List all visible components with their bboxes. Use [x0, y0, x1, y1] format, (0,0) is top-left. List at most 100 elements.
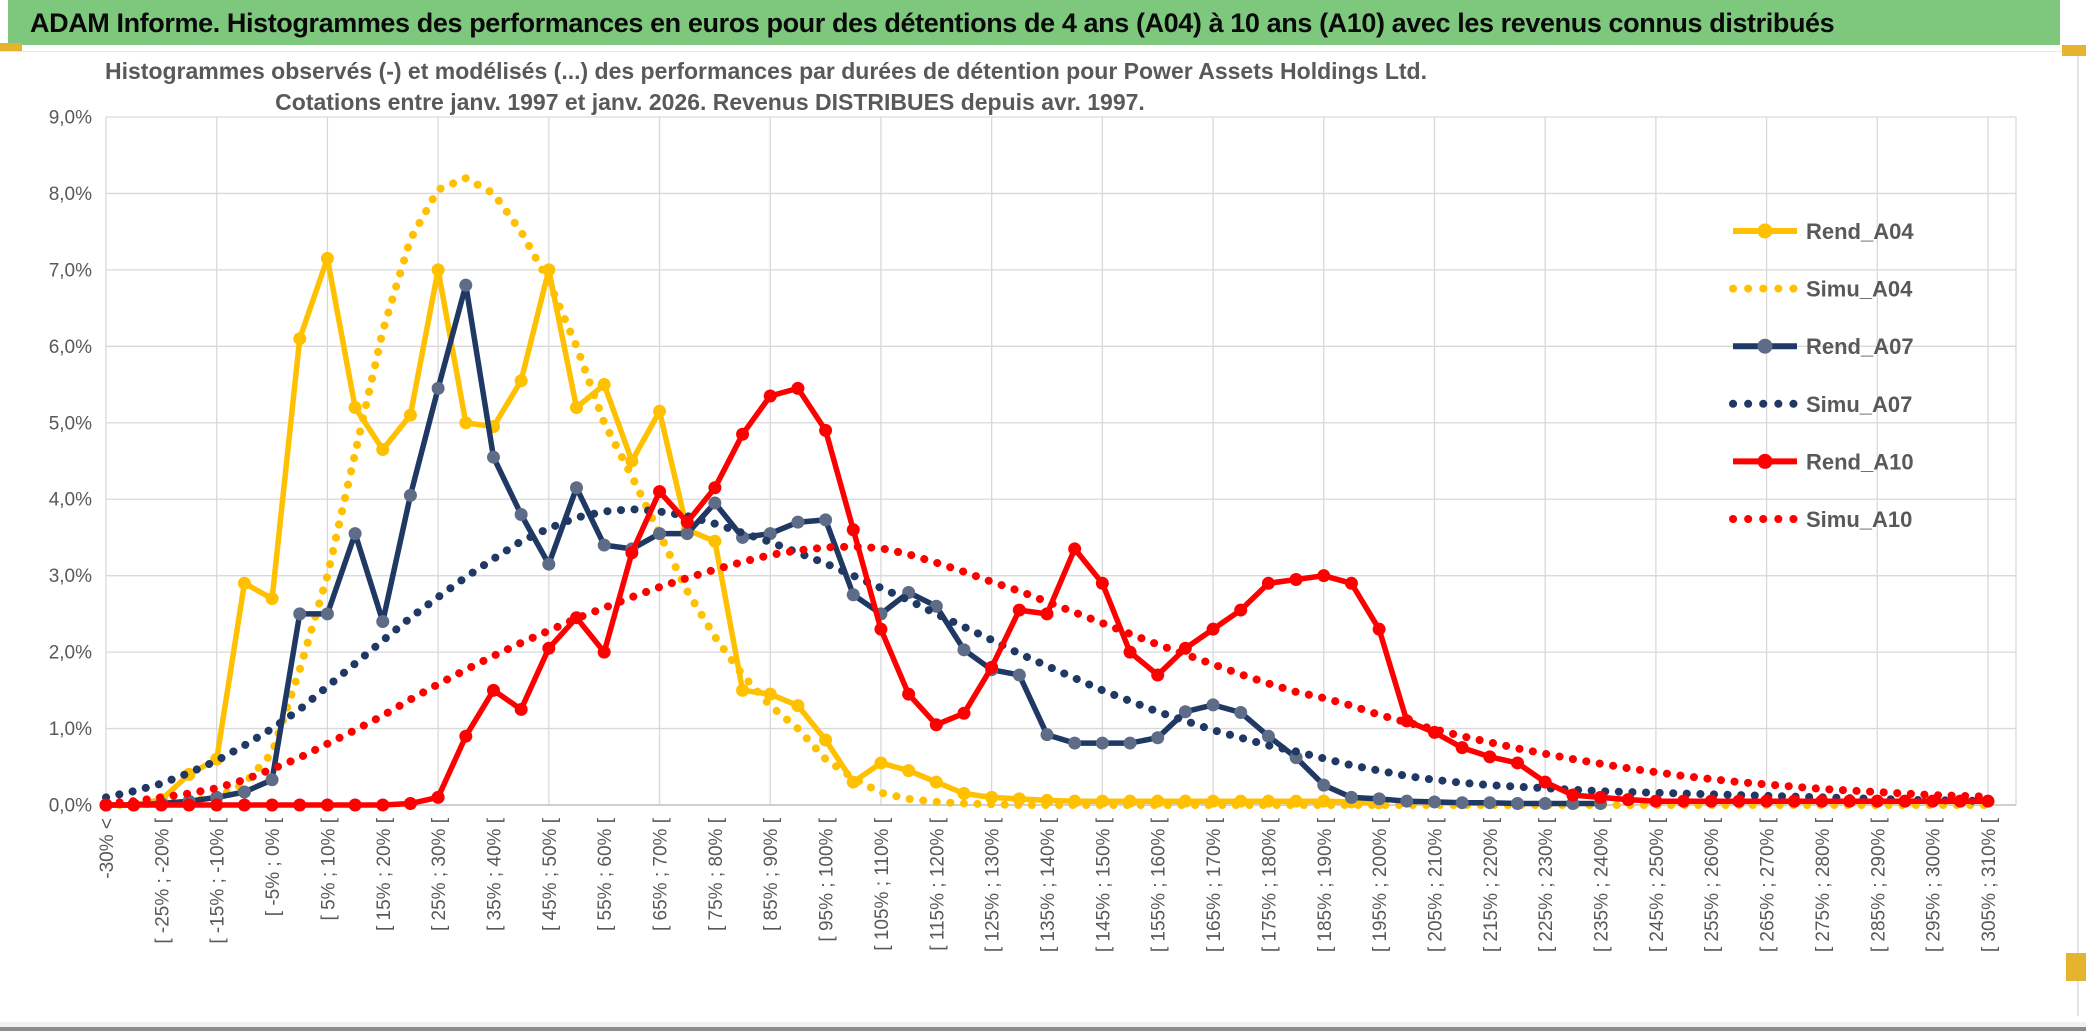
series-marker-Rend_A04: [265, 592, 279, 606]
series-marker-Rend_A07: [376, 615, 390, 629]
series-marker-Rend_A10: [348, 798, 362, 812]
series-marker-Rend_A07: [1372, 792, 1386, 806]
series-marker-Rend_A10: [1344, 576, 1358, 590]
series-marker-Rend_A10: [1704, 794, 1718, 808]
divider: [0, 51, 2086, 52]
x-tick-label: [ 175% ; 180% [: [1259, 817, 1280, 952]
series-marker-Rend_A07: [1427, 795, 1441, 809]
y-tick-label: 1,0%: [49, 719, 92, 740]
series-marker-Rend_A10: [1815, 794, 1829, 808]
series-marker-Rend_A07: [1538, 796, 1552, 810]
series-marker-Rend_A07: [1123, 736, 1137, 750]
series-marker-Rend_A10: [376, 798, 390, 812]
y-tick-label: 9,0%: [49, 108, 92, 129]
series-marker-Rend_A10: [1012, 603, 1026, 617]
series-marker-Rend_A10: [1566, 788, 1580, 802]
legend-item-Rend_A07: Rend_A07: [1733, 334, 1914, 359]
series-marker-Rend_A04: [403, 408, 417, 422]
series-marker-Rend_A07: [1511, 796, 1524, 810]
x-tick-label: [ 215% ; 220% [: [1481, 817, 1502, 952]
series-marker-Rend_A07: [348, 527, 362, 541]
series-marker-Rend_A07: [1012, 668, 1026, 682]
series-marker-Rend_A10: [1261, 576, 1275, 590]
series-marker-Rend_A10: [237, 798, 251, 812]
series-marker-Rend_A07: [653, 527, 667, 541]
legend-item-Simu_A10: Simu_A10: [1729, 507, 1912, 532]
legend-item-Simu_A04: Simu_A04: [1729, 277, 1913, 302]
series-marker-Rend_A10: [653, 485, 667, 499]
y-tick-label: 2,0%: [49, 643, 92, 664]
series-marker-Rend_A10: [459, 729, 473, 743]
x-tick-label: [ 155% ; 160% [: [1149, 817, 1170, 952]
series-line-Simu_A04: [102, 174, 1992, 809]
series-marker-Rend_A07: [459, 278, 473, 292]
x-tick-label: [ 245% ; 250% [: [1647, 817, 1668, 952]
x-tick-label: [ 305% ; 310% [: [1979, 817, 2000, 952]
series-marker-Rend_A04: [653, 404, 667, 418]
series-marker-Rend_A10: [182, 798, 196, 812]
series-marker-Rend_A10: [874, 622, 888, 636]
bottom-scroll-bar[interactable]: [0, 1027, 2086, 1031]
series-marker-Rend_A10: [1483, 750, 1497, 764]
y-tick-label: 8,0%: [49, 184, 92, 205]
x-tick-label: [ 185% ; 190% [: [1315, 817, 1336, 952]
series-marker-Rend_A07: [265, 773, 279, 787]
legend-swatch-marker: [1757, 453, 1773, 469]
series-marker-Rend_A04: [348, 400, 362, 414]
y-tick-label: 6,0%: [49, 337, 92, 358]
series-marker-Rend_A10: [1372, 622, 1386, 636]
gold-accent-top-right: [2062, 45, 2086, 56]
series-marker-Rend_A07: [403, 488, 417, 502]
series-marker-Rend_A10: [1649, 794, 1663, 808]
series-marker-Rend_A07: [597, 538, 611, 552]
x-tick-label: [ 285% ; 290% [: [1868, 817, 1889, 952]
series-marker-Rend_A10: [1870, 794, 1884, 808]
x-tick-label: [ 135% ; 140% [: [1038, 817, 1059, 952]
series-marker-Rend_A07: [1400, 794, 1414, 808]
series-marker-Rend_A10: [1843, 794, 1857, 808]
x-tick-label: [ 15% ; 20% [: [374, 817, 395, 931]
legend-item-Rend_A10: Rend_A10: [1733, 449, 1914, 474]
series-marker-Rend_A04: [819, 733, 833, 747]
x-tick-label: [ -25% ; -20% [: [152, 817, 173, 943]
y-tick-label: 3,0%: [49, 566, 92, 587]
title-bar: ADAM Informe. Histogrammes des performan…: [8, 0, 2060, 45]
series-marker-Rend_A10: [1981, 794, 1995, 808]
series-marker-Rend_A10: [625, 546, 639, 560]
series-marker-Rend_A07: [431, 381, 445, 395]
x-tick-label: [ 75% ; 80% [: [706, 817, 727, 931]
series-marker-Rend_A07: [514, 508, 528, 522]
series-marker-Rend_A04: [791, 699, 805, 713]
series-marker-Rend_A10: [1511, 756, 1524, 770]
chart-title-line2: Cotations entre janv. 1997 et janv. 2026…: [275, 89, 1145, 115]
x-tick-label: [ 235% ; 240% [: [1592, 817, 1613, 952]
series-marker-Rend_A10: [154, 798, 168, 812]
series-marker-Rend_A10: [486, 683, 500, 697]
legend-label: Simu_A04: [1806, 277, 1913, 302]
gold-accent-top-left: [0, 43, 22, 51]
legend-label: Simu_A10: [1806, 507, 1912, 532]
legend-swatch-marker: [1757, 338, 1773, 354]
series-marker-Rend_A10: [846, 523, 860, 537]
series-marker-Rend_A10: [542, 641, 556, 655]
series-marker-Rend_A07: [1068, 736, 1082, 750]
x-tick-label: [ 85% ; 90% [: [761, 817, 782, 931]
series-marker-Rend_A07: [293, 607, 307, 621]
x-tick-label: [ 275% ; 280% [: [1813, 817, 1834, 952]
series-marker-Rend_A10: [431, 790, 445, 804]
legend-label: Rend_A10: [1806, 449, 1914, 474]
series-marker-Rend_A04: [929, 775, 943, 789]
series-marker-Rend_A07: [1151, 731, 1165, 745]
series-marker-Rend_A10: [1455, 741, 1469, 755]
series-marker-Rend_A07: [542, 557, 556, 571]
series-marker-Rend_A10: [265, 798, 279, 812]
series-marker-Rend_A07: [819, 513, 833, 527]
x-tick-label: [ 95% ; 100% [: [817, 817, 838, 941]
series-marker-Rend_A10: [1234, 603, 1248, 617]
series-marker-Rend_A04: [431, 263, 445, 277]
series-marker-Rend_A07: [957, 643, 971, 657]
series-marker-Rend_A04: [320, 251, 334, 265]
series-marker-Rend_A07: [486, 450, 500, 464]
series-marker-Rend_A10: [902, 687, 916, 701]
